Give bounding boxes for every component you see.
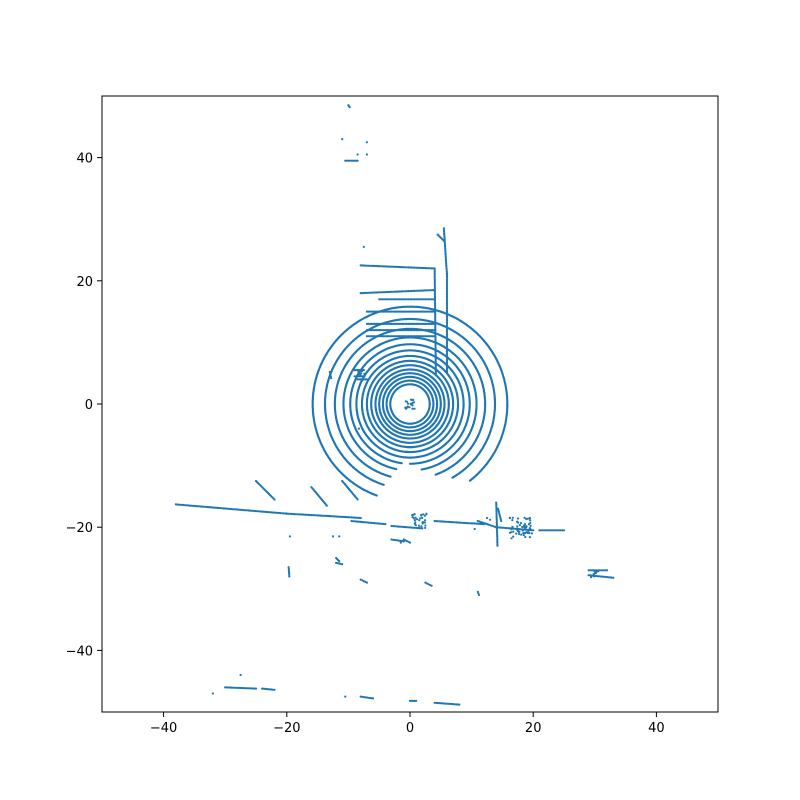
scatter-point	[356, 159, 359, 162]
scatter-point	[273, 498, 276, 501]
scatter-point	[348, 106, 351, 109]
scatter-point	[436, 402, 439, 406]
scatter-point	[382, 483, 385, 486]
scatter-point	[384, 523, 387, 526]
scatter-point	[443, 402, 446, 406]
scatter-point	[365, 378, 368, 381]
scatter-point	[439, 402, 442, 406]
scatter-point	[325, 504, 328, 507]
scatter-point	[532, 529, 535, 532]
scatter-point	[395, 468, 398, 471]
scatter-point	[445, 372, 449, 375]
scatter-point	[288, 575, 291, 578]
scatter-point	[434, 372, 437, 375]
scatter-point	[432, 402, 435, 406]
scatter-point	[356, 498, 359, 501]
scatter-point	[330, 377, 333, 380]
scatter-point	[428, 402, 431, 406]
scatter-point	[421, 527, 424, 530]
scatter-point	[389, 475, 392, 478]
scatter-point	[562, 529, 566, 532]
scatter-point	[500, 519, 503, 523]
scatter-point	[496, 544, 499, 547]
scatter-point	[375, 494, 378, 497]
scatter-point	[359, 516, 362, 520]
scatter-point	[402, 540, 405, 543]
scatter-point	[408, 450, 412, 454]
scatter-points-layer	[174, 104, 615, 706]
scatter-point	[442, 239, 445, 242]
scatter-point	[404, 456, 407, 459]
scatter-point	[447, 402, 450, 406]
scatter-point	[412, 445, 415, 449]
scatter-point	[408, 541, 412, 544]
scatter-point	[606, 569, 609, 572]
scatter-point	[400, 462, 403, 465]
